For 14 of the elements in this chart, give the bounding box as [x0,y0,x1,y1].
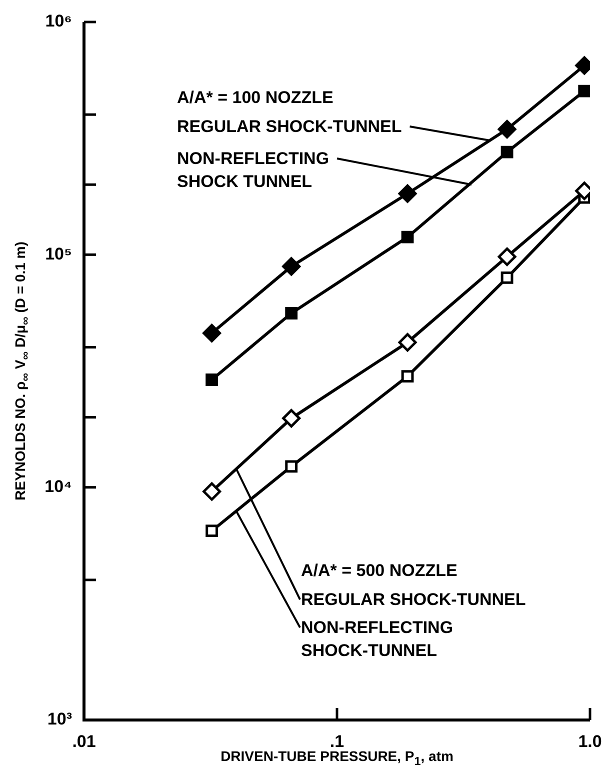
y-tick-label: 10⁶ [45,12,72,31]
y-tick-label: 10³ [47,710,72,729]
y-tick-label: 10⁴ [44,477,72,496]
annotation: REGULAR SHOCK-TUNNEL [177,117,402,136]
y-tick-label: 10⁵ [45,244,72,264]
annotation: REGULAR SHOCK-TUNNEL [301,590,526,609]
annotation: NON-REFLECTING SHOCK TUNNEL [177,149,330,191]
x-axis-title: DRIVEN-TUBE PRESSURE, P$_{1}$, atm [220,748,454,768]
x-tick-label: 1.0 [578,732,602,751]
annotation: NON-REFLECTING SHOCK-TUNNEL [301,618,454,660]
x-tick-label: .01 [72,732,96,751]
annotation: A/A* = 100 NOZZLE [177,88,334,107]
annotation: A/A* = 500 NOZZLE [301,561,458,580]
x-tick-label: .1 [330,732,344,751]
